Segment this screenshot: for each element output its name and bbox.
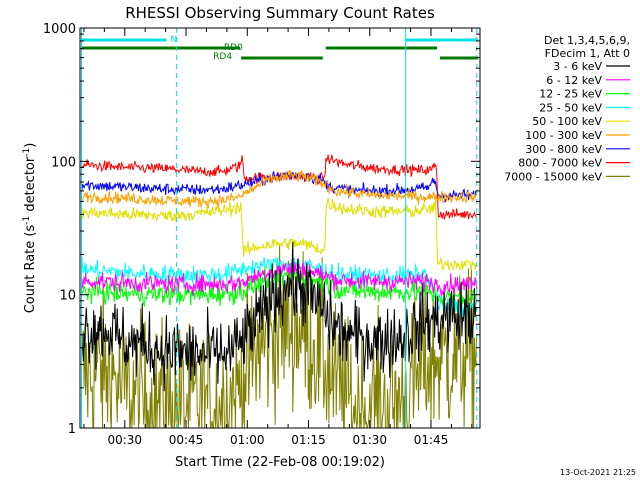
x-tick-label: 00:30	[107, 433, 142, 447]
x-tick-label: 01:15	[291, 433, 326, 447]
y-tick-label: 1	[68, 422, 76, 437]
series-300-800-kev	[81, 170, 478, 203]
legend-label: 300 - 800 keV	[525, 143, 602, 156]
event-lines	[81, 28, 478, 428]
flag-label-rd4: RD4	[213, 52, 232, 62]
axes: 00:30 00:45 01:00 01:15 01:30 01:45 1 10 100 1000	[43, 22, 480, 447]
legend-label: 7000 - 15000 keV	[504, 170, 602, 183]
x-axis-label: Start Time (22-Feb-08 00:19:02)	[175, 455, 385, 470]
y-axis-label: Count Rate (s-1 detector-1)	[22, 143, 38, 314]
series-800-7000-kev	[81, 154, 478, 220]
y-tick-label: 100	[51, 155, 76, 170]
y-tick-label: 1000	[43, 22, 76, 37]
x-tick-label: 01:00	[230, 433, 265, 447]
x-tick-label: 01:45	[414, 433, 449, 447]
legend-label: 800 - 7000 keV	[518, 157, 602, 170]
timestamp: 13-Oct-2021 21:25	[560, 468, 636, 477]
y-tick-label: 10	[59, 289, 76, 304]
legend-label: 25 - 50 keV	[539, 101, 602, 114]
series-layer	[81, 154, 478, 430]
legend-header: Det 1,3,4,5,6,9,	[544, 34, 630, 47]
series-50-100-kev	[81, 197, 478, 272]
series-7000-15000-kev	[81, 243, 478, 430]
legend: Det 1,3,4,5,6,9,FDecim 1, Att 03 - 6 keV…	[504, 34, 630, 183]
plot-frame	[79, 27, 481, 429]
flag-label-n: N	[170, 35, 177, 45]
series-100-300-kev	[81, 170, 478, 209]
legend-label: 12 - 25 keV	[539, 88, 602, 101]
legend-label: 3 - 6 keV	[553, 60, 602, 73]
legend-label: 50 - 100 keV	[532, 115, 602, 128]
flag-label-rd0: RD0	[224, 43, 243, 53]
legend-label: 100 - 300 keV	[525, 129, 602, 142]
series-3-6-kev	[81, 241, 478, 392]
legend-header: FDecim 1, Att 0	[545, 47, 630, 60]
x-tick-label: 00:45	[169, 433, 204, 447]
series-6-12-kev	[81, 261, 478, 297]
legend-label: 6 - 12 keV	[546, 74, 602, 87]
x-tick-label: 01:30	[352, 433, 387, 447]
chart-title: RHESSI Observing Summary Count Rates	[125, 4, 435, 22]
